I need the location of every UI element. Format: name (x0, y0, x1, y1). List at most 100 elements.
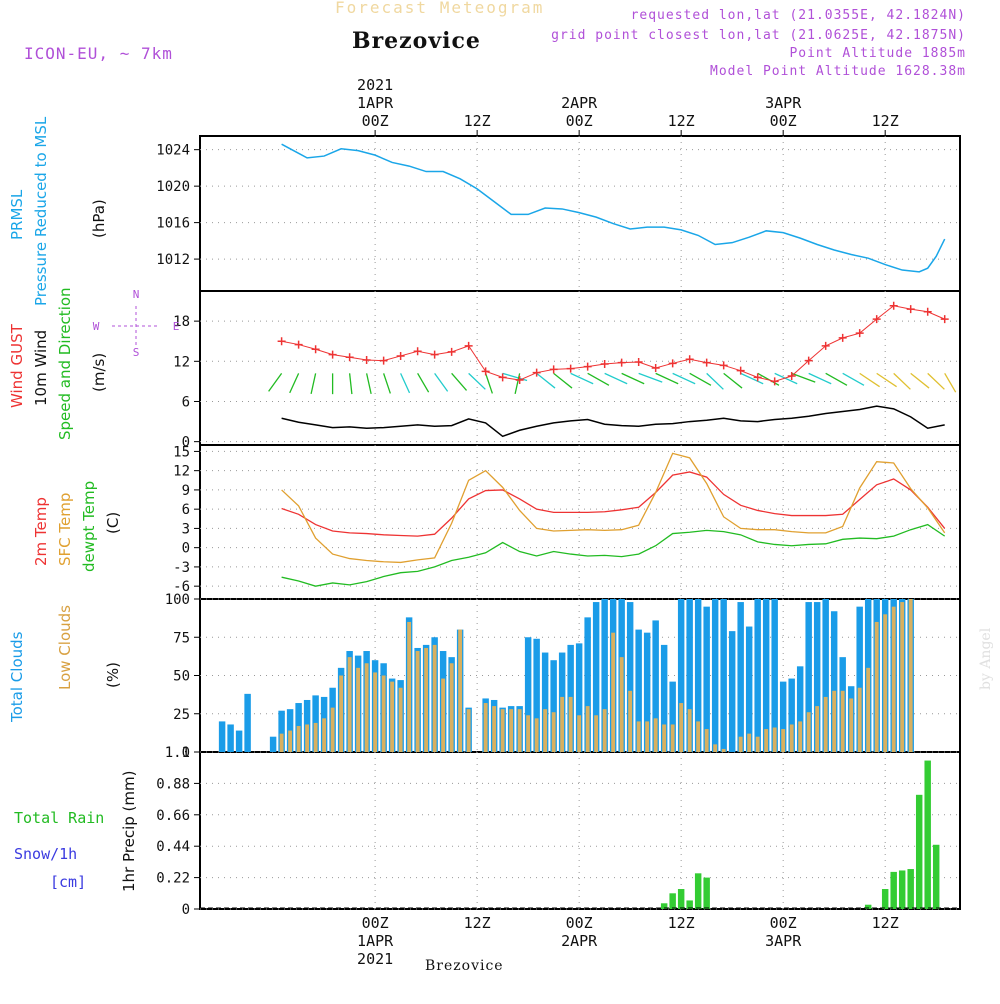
dewpoint-line (281, 523, 946, 587)
t2m-line (281, 471, 946, 537)
low-cloud-bar (891, 606, 896, 752)
low-cloud-bar (772, 727, 777, 752)
gust-marker (464, 341, 473, 350)
product-title: Forecast Meteogram (335, 0, 545, 17)
wind-direction-arrow (570, 372, 594, 385)
y-tick-label: 100 (165, 592, 190, 608)
y-tick-label: 6 (182, 394, 190, 410)
rain-bar (924, 760, 931, 909)
sfc-temp-line (281, 452, 946, 564)
rain-label: Total Rain (14, 809, 105, 827)
total-cloud-bar (592, 602, 600, 752)
gust-marker (770, 377, 779, 386)
y-tick-label: 18 (173, 314, 190, 330)
rain-bar (932, 844, 940, 909)
low-cloud-bar (296, 725, 301, 752)
total-cloud-bar (745, 626, 753, 752)
low-cloud-bar (619, 657, 624, 752)
requested-coords: requested lon,lat (21.0355E, 42.1824N) (630, 8, 966, 23)
low-cloud-bar (585, 706, 590, 752)
wind-direction-arrow (553, 372, 573, 389)
y-tick-label: 1016 (156, 216, 190, 232)
total-cloud-bar (669, 681, 676, 752)
gust-label: Wind GUST (8, 324, 26, 408)
bottom-time-tick: 12Z (464, 914, 491, 932)
low-cloud-bar (534, 718, 539, 752)
low-cloud-bar (441, 678, 446, 752)
wind-direction-arrow (859, 372, 880, 388)
gust-marker (532, 368, 541, 377)
compass-n: N (133, 288, 140, 301)
pressure-unit: (hPa) (90, 199, 108, 238)
total-cloud-bar (550, 660, 557, 752)
low-cloud-bar (755, 736, 760, 752)
total-cloud-bar (524, 637, 532, 752)
y-tick-label: 1012 (156, 252, 190, 268)
wind-direction-arrow (468, 372, 486, 390)
wind-direction-arrow (434, 372, 449, 392)
wind-direction-arrow (706, 372, 724, 390)
low-cloud-bar (415, 651, 420, 752)
low-cloud-bar (509, 709, 514, 752)
low-cloud-bar (305, 724, 310, 752)
gust-marker (753, 373, 762, 382)
temp-unit: (C) (104, 511, 122, 534)
watermark: by Angel (978, 627, 994, 690)
top-time-tick: 12Z (872, 112, 899, 130)
pressure-line (281, 143, 946, 273)
sfc-label: SFC Temp (56, 492, 74, 566)
low-cloud-bar (330, 707, 335, 752)
gust-marker (566, 364, 575, 373)
gust-marker (685, 355, 694, 364)
pressure-label-1: PRMSL (8, 189, 26, 240)
low-cloud-bar (747, 733, 752, 752)
location-title: Brezovice (352, 28, 481, 54)
y-tick-label: 0.44 (156, 839, 190, 855)
low-cloud-bar (390, 681, 395, 752)
low-cloud-bar (679, 703, 684, 752)
low-cloud-bar (662, 724, 667, 752)
low-cloud-bar (398, 687, 403, 752)
total-cloud-bar (235, 730, 243, 752)
direction-label: Speed and Direction (56, 287, 74, 440)
total-cloud-bar (805, 602, 812, 752)
bottom-time-tick: 12Z (668, 914, 695, 932)
low-cloud-bar (764, 729, 769, 752)
wind-direction-arrow (655, 372, 679, 385)
low-cloud-bar (653, 718, 658, 752)
y-tick-label: 0.66 (156, 808, 190, 824)
y-tick-label: 3 (182, 521, 190, 537)
y-tick-label: 25 (173, 707, 190, 723)
gust-marker (294, 340, 303, 349)
rain-bar (881, 889, 889, 909)
top-year: 2021 (357, 76, 393, 94)
gust-marker (413, 347, 422, 356)
y-tick-label: 12 (173, 464, 190, 480)
wind-direction-arrow (365, 373, 372, 394)
bottom-date: 1APR (357, 932, 394, 950)
total-cloud-bar (533, 638, 540, 752)
precip-unit: 1hr Precip (mm) (120, 770, 138, 892)
low-cloud-bar (517, 709, 522, 752)
wind-direction-arrow (638, 372, 663, 383)
total-cloud-bar (720, 599, 727, 752)
gust-marker (345, 353, 354, 362)
gust-marker (821, 341, 830, 350)
compass-s: S (133, 346, 140, 359)
low-cloud-bar (432, 644, 437, 752)
rain-bar (686, 900, 693, 909)
gust-marker (583, 362, 592, 371)
low-cloud-bar (866, 667, 871, 752)
low-cloud-bar (492, 706, 497, 752)
total-cloud-bar (278, 710, 285, 752)
total-cloud-bar (584, 617, 591, 752)
gust-marker (702, 358, 711, 367)
wind-direction-arrow (310, 373, 317, 394)
gust-marker (923, 307, 932, 316)
low-cloud-bar (670, 724, 675, 752)
low-cloud-bar (687, 709, 692, 752)
wind-direction-arrow (536, 372, 556, 389)
top-date: 3APR (765, 94, 802, 112)
low-cloud-bar (713, 744, 718, 752)
footer-location: Brezovice (425, 958, 504, 974)
